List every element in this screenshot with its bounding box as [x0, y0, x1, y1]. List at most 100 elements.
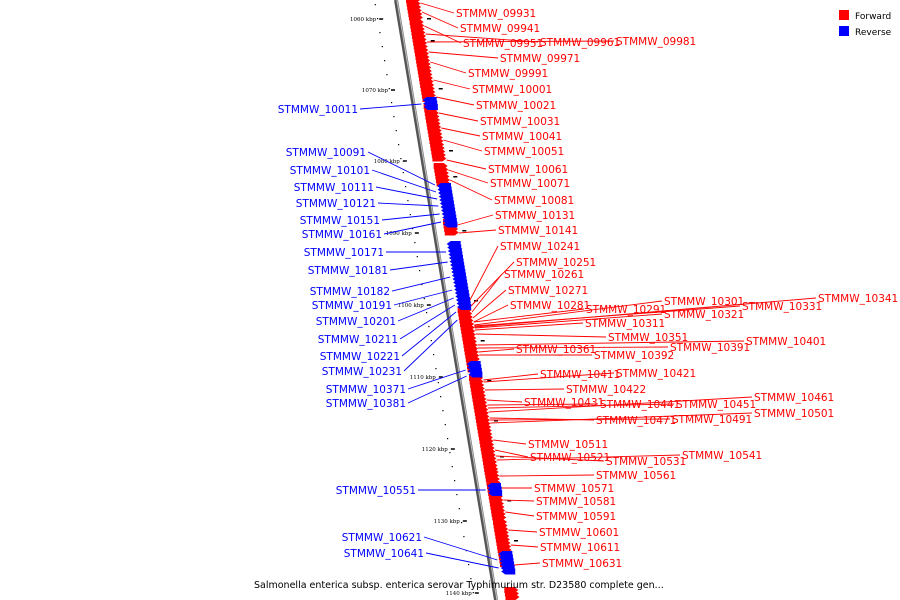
reverse-gene-label[interactable]: STMMW_10221 — [320, 351, 400, 363]
scale-dot — [468, 564, 470, 566]
forward-gene-leader — [448, 169, 489, 184]
forward-gene-label[interactable]: STMMW_10281 — [510, 300, 590, 312]
forward-gene-label[interactable]: STMMW_10451 — [676, 399, 756, 411]
reverse-gene-label[interactable]: STMMW_10182 — [310, 286, 390, 298]
forward-gene-label[interactable]: STMMW_10131 — [495, 210, 575, 222]
forward-gene-label[interactable]: STMMW_10141 — [498, 225, 578, 237]
forward-gene-label[interactable]: STMMW_10301 — [664, 296, 744, 308]
forward-gene-label[interactable]: STMMW_10331 — [742, 301, 822, 313]
forward-gene-label[interactable]: STMMW_10041 — [482, 131, 562, 143]
forward-gene-label[interactable]: STMMW_10611 — [540, 542, 620, 554]
reverse-gene-label[interactable]: STMMW_10151 — [300, 215, 380, 227]
reverse-gene-label[interactable]: STMMW_10621 — [342, 532, 422, 544]
forward-gene-label[interactable]: STMMW_09931 — [456, 8, 536, 20]
reverse-gene-label[interactable]: STMMW_10231 — [322, 366, 402, 378]
forward-gene-label[interactable]: STMMW_10001 — [472, 84, 552, 96]
forward-gene-label[interactable]: STMMW_10471 — [596, 415, 676, 427]
reverse-gene-feature[interactable] — [488, 490, 503, 496]
forward-gene-label[interactable]: STMMW_10061 — [488, 164, 568, 176]
forward-gene-label[interactable]: STMMW_09991 — [468, 68, 548, 80]
forward-gene-label[interactable]: STMMW_10391 — [670, 342, 750, 354]
forward-gene-label[interactable]: STMMW_10541 — [682, 450, 762, 462]
forward-gene-label[interactable]: STMMW_10241 — [500, 241, 580, 253]
forward-gene-leader — [420, 2, 455, 14]
scale-dot — [419, 270, 421, 272]
reverse-gene-label[interactable]: STMMW_10201 — [316, 316, 396, 328]
forward-gene-label[interactable]: STMMW_10021 — [476, 100, 556, 112]
reverse-gene-label[interactable]: STMMW_10371 — [326, 384, 406, 396]
forward-gene-label[interactable]: STMMW_10511 — [528, 439, 608, 451]
forward-gene-label[interactable]: STMMW_10631 — [542, 558, 622, 570]
forward-gene-label[interactable]: STMMW_10392 — [594, 350, 674, 362]
forward-gene-leader — [438, 112, 479, 122]
forward-gene-label[interactable]: STMMW_10441 — [600, 399, 680, 411]
scale-dot — [421, 284, 423, 286]
reverse-gene-label[interactable]: STMMW_10381 — [326, 398, 406, 410]
forward-gene-label[interactable]: STMMW_10431 — [524, 397, 604, 409]
forward-gene-label[interactable]: STMMW_10401 — [746, 336, 826, 348]
forward-gene-label[interactable]: STMMW_10491 — [672, 414, 752, 426]
reverse-gene-label[interactable]: STMMW_10191 — [312, 300, 392, 312]
forward-gene-feature[interactable] — [505, 594, 520, 600]
forward-gene-label[interactable]: STMMW_10501 — [754, 408, 834, 420]
forward-gene-label[interactable]: STMMW_10422 — [566, 384, 646, 396]
forward-gene-leader — [473, 304, 509, 323]
forward-gene-leader — [474, 313, 663, 329]
scale-dot — [414, 242, 416, 244]
forward-gene-label[interactable]: STMMW_10251 — [516, 257, 596, 269]
forward-gene-label[interactable]: STMMW_10601 — [539, 527, 619, 539]
reverse-gene-label[interactable]: STMMW_10161 — [302, 229, 382, 241]
reverse-gene-feature[interactable] — [443, 221, 458, 228]
forward-gene-label[interactable]: STMMW_10051 — [484, 146, 564, 158]
forward-gene-label[interactable]: STMMW_10561 — [596, 470, 676, 482]
reverse-gene-feature[interactable] — [457, 304, 472, 310]
forward-gene-label[interactable]: STMMW_09971 — [500, 53, 580, 65]
reverse-gene-label[interactable]: STMMW_10011 — [278, 104, 358, 116]
reverse-gene-label[interactable]: STMMW_10121 — [296, 198, 376, 210]
forward-gene-label[interactable]: STMMW_10031 — [480, 116, 560, 128]
forward-gene-label[interactable]: STMMW_10341 — [818, 293, 898, 305]
forward-gene-label[interactable]: STMMW_10361 — [516, 344, 596, 356]
reverse-gene-label[interactable]: STMMW_10641 — [344, 548, 424, 560]
reverse-gene-feature[interactable] — [468, 371, 483, 378]
forward-gene-label[interactable]: STMMW_10461 — [754, 392, 834, 404]
forward-gene-label[interactable]: STMMW_10591 — [536, 511, 616, 523]
forward-gene-leader — [449, 179, 493, 201]
scale-dot — [384, 60, 386, 62]
reverse-gene-label[interactable]: STMMW_10211 — [318, 334, 398, 346]
reverse-gene-label[interactable]: STMMW_10551 — [336, 485, 416, 497]
forward-gene-label[interactable]: STMMW_10081 — [494, 195, 574, 207]
reverse-gene-label[interactable]: STMMW_10111 — [294, 182, 374, 194]
reverse-gene-label[interactable]: STMMW_10171 — [304, 247, 384, 259]
reverse-gene-feature[interactable] — [423, 104, 438, 110]
forward-gene-label[interactable]: STMMW_10411 — [540, 369, 620, 381]
reverse-gene-label[interactable]: STMMW_10101 — [290, 165, 370, 177]
forward-gene-leader — [514, 562, 541, 566]
forward-gene-label[interactable]: STMMW_09941 — [460, 23, 540, 35]
forward-gene-label[interactable]: STMMW_10571 — [534, 483, 614, 495]
forward-gene-label[interactable]: STMMW_10271 — [508, 285, 588, 297]
forward-gene-leader — [478, 348, 515, 353]
reverse-gene-label[interactable]: STMMW_10091 — [286, 147, 366, 159]
reverse-gene-label[interactable]: STMMW_10181 — [308, 265, 388, 277]
reverse-gene-feature[interactable] — [501, 568, 516, 575]
forward-gene-leader — [430, 61, 467, 74]
forward-gene-leader — [469, 245, 499, 301]
forward-gene-label[interactable]: STMMW_09961 — [540, 37, 620, 49]
forward-gene-feature[interactable] — [444, 229, 459, 236]
forward-gene-label[interactable]: STMMW_10521 — [530, 452, 610, 464]
forward-gene-label[interactable]: STMMW_09981 — [616, 36, 696, 48]
forward-gene-label[interactable]: STMMW_10261 — [504, 269, 584, 281]
forward-gene-label[interactable]: STMMW_10071 — [490, 178, 570, 190]
scale-dot — [437, 382, 439, 384]
reverse-gene-leader — [399, 304, 456, 340]
forward-gene-label[interactable]: STMMW_10321 — [664, 309, 744, 321]
forward-gene-label[interactable]: STMMW_10291 — [586, 304, 666, 316]
forward-gene-label[interactable]: STMMW_10581 — [536, 496, 616, 508]
forward-gene-label[interactable]: STMMW_10531 — [606, 456, 686, 468]
forward-gene-label[interactable]: STMMW_10311 — [585, 318, 665, 330]
forward-gene-label[interactable]: STMMW_09951 — [463, 38, 543, 50]
forward-gene-label[interactable]: STMMW_10421 — [616, 368, 696, 380]
forward-gene-feature[interactable] — [432, 155, 447, 162]
forward-gene-label[interactable]: STMMW_10351 — [608, 332, 688, 344]
